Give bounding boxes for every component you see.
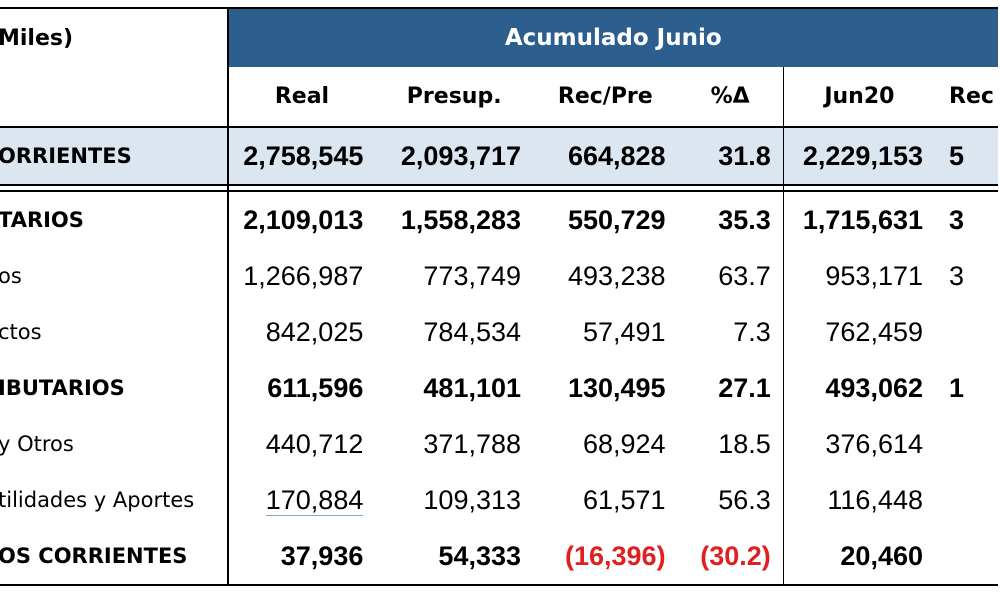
cell-real: 842,025: [265, 316, 364, 347]
row-label: y Otros: [0, 416, 229, 472]
col-header-jun20: Jun20: [824, 84, 895, 109]
financial-table: Miles) Acumulado Junio Real Presup. Rec/…: [0, 7, 998, 586]
cell-real: 440,712: [265, 428, 364, 459]
cell-pct-delta: 18.5: [677, 416, 784, 472]
col-header-real: Real: [274, 84, 330, 109]
cell-pct-delta: 31.8: [677, 126, 784, 186]
cell-presup: 1,558,283: [375, 190, 534, 248]
col-header-rec-pre: Rec/Pre: [557, 84, 653, 109]
col-header-pct-delta: %Δ: [677, 67, 784, 127]
row-label: IBUTARIOS: [0, 360, 229, 416]
header-label-cell: [0, 67, 229, 127]
table-row: y Otros 440,712 371,788 68,924 18.5 376,…: [0, 416, 998, 472]
cell-jun20: 20,460: [783, 528, 935, 586]
cell-rec: [935, 416, 998, 472]
col-header-rec: Rec: [949, 84, 994, 109]
cell-rec-pre: 493,238: [567, 260, 666, 291]
cell-pct-delta: 27.1: [677, 360, 784, 416]
cell-presup: 54,333: [375, 528, 534, 586]
table-row: IBUTARIOS 611,596 481,101 130,495 27.1 4…: [0, 360, 998, 416]
row-label: ctos: [0, 304, 229, 360]
table-row: os 1,266,987 773,749 493,238 63.7 953,17…: [0, 248, 998, 304]
cell-real: 2,109,013: [227, 190, 376, 248]
cell-real: 611,596: [267, 372, 364, 403]
cell-real: 170,884: [228, 472, 376, 528]
units-label: Miles): [0, 7, 229, 67]
table-row: ctos 842,025 784,534 57,491 7.3 762,459: [0, 304, 998, 360]
cell-pct-delta: 56.3: [677, 472, 784, 528]
cell-jun20: 376,614: [825, 428, 923, 459]
cell-jun20: 762,459: [825, 316, 923, 347]
cell-presup: 2,093,717: [375, 126, 534, 186]
separator-row: [0, 185, 998, 191]
header-row-top: Miles) Acumulado Junio: [0, 7, 998, 67]
cell-rec-pre: 130,495: [567, 372, 666, 403]
col-header-presup: Presup.: [406, 84, 502, 109]
cell-real-value: 170,884: [265, 484, 364, 516]
cell-pct-delta: 63.7: [677, 248, 784, 304]
cell-presup: 773,749: [423, 260, 522, 291]
cell-real: 2,758,545: [227, 126, 376, 186]
row-label: os: [0, 248, 229, 304]
cell-pct-delta: 7.3: [677, 304, 784, 360]
cell-rec: [935, 528, 998, 586]
cell-rec: 3: [935, 190, 998, 248]
header-row-columns: Real Presup. Rec/Pre %Δ Jun20 Rec: [0, 67, 998, 127]
cell-rec-pre: 550,729: [533, 190, 678, 248]
cell-presup: 371,788: [423, 428, 522, 459]
table-row: OS CORRIENTES 37,936 54,333 (16,396) (30…: [0, 528, 998, 586]
cell-jun20: 493,062: [825, 372, 923, 403]
cell-rec-pre: 664,828: [533, 126, 678, 186]
cell-rec: 1: [949, 372, 965, 403]
cell-jun20: 1,715,631: [783, 190, 935, 248]
table-row: tilidades y Aportes 170,884 109,313 61,5…: [0, 472, 998, 528]
cell-pct-delta: 35.3: [677, 190, 784, 248]
table-row-total: ORRIENTES 2,758,545 2,093,717 664,828 31…: [0, 126, 998, 186]
cell-presup: 481,101: [423, 372, 522, 403]
group-title: Acumulado Junio: [227, 7, 998, 67]
cell-real: 37,936: [227, 528, 376, 586]
cell-rec: [935, 304, 998, 360]
cell-pct-delta: (30.2): [677, 528, 784, 586]
cell-jun20: 953,171: [825, 260, 923, 291]
cell-rec-pre: 68,924: [582, 428, 666, 459]
row-label: ORRIENTES: [0, 126, 229, 186]
row-label: OS CORRIENTES: [0, 528, 229, 586]
row-label: tilidades y Aportes: [0, 472, 229, 528]
cell-rec: [935, 472, 998, 528]
cell-jun20: 2,229,153: [783, 126, 935, 186]
cell-rec: 3: [949, 260, 965, 291]
cell-jun20: 116,448: [827, 484, 923, 515]
table-row: TARIOS 2,109,013 1,558,283 550,729 35.3 …: [0, 190, 998, 248]
cell-rec-pre: 61,571: [582, 484, 666, 515]
cell-real: 1,266,987: [243, 260, 364, 291]
cell-presup: 109,313: [423, 484, 522, 515]
row-label: TARIOS: [0, 190, 229, 248]
cell-presup: 784,534: [423, 316, 522, 347]
cell-rec: 5: [935, 126, 998, 186]
cell-rec-pre: (16,396): [533, 528, 678, 586]
cell-rec-pre: 57,491: [582, 316, 666, 347]
